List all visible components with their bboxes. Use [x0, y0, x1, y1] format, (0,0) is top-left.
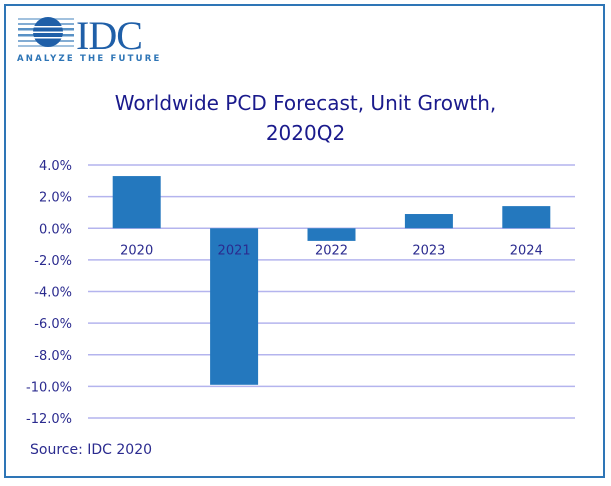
x-tick-label: 2023	[412, 243, 445, 258]
y-tick-label: 2.0%	[39, 191, 72, 206]
bar-2024	[502, 206, 551, 229]
logo-tagline: ANALYZE THE FUTURE	[17, 54, 162, 64]
x-tick-label: 2020	[120, 243, 153, 258]
y-tick-label: -4.0%	[34, 286, 72, 301]
bar-2023	[404, 214, 453, 229]
y-tick-label: -12.0%	[26, 412, 72, 427]
x-tick-label: 2024	[510, 243, 543, 258]
chart-frame	[4, 4, 605, 478]
idc-globe-icon	[18, 17, 74, 47]
bar-2021	[210, 228, 259, 385]
x-tick-label: 2022	[315, 243, 348, 258]
x-tick-label: 2021	[218, 243, 251, 258]
y-tick-label: -8.0%	[34, 349, 72, 364]
y-tick-label: -6.0%	[34, 317, 72, 332]
idc-logo-text: IDC	[76, 13, 143, 58]
y-tick-label: 4.0%	[39, 159, 72, 174]
chart-title-line-1: Worldwide PCD Forecast, Unit Growth,	[114, 91, 497, 115]
chart-title: Worldwide PCD Forecast, Unit Growth, 202…	[0, 88, 611, 148]
y-tick-label: 0.0%	[39, 222, 72, 237]
y-tick-label: -2.0%	[34, 254, 72, 269]
bar-2020	[112, 176, 161, 229]
y-tick-label: -10.0%	[26, 380, 72, 395]
chart-title-line-2: 2020Q2	[265, 121, 346, 145]
bar-2022	[307, 228, 356, 241]
source-note: Source: IDC 2020	[30, 442, 153, 458]
